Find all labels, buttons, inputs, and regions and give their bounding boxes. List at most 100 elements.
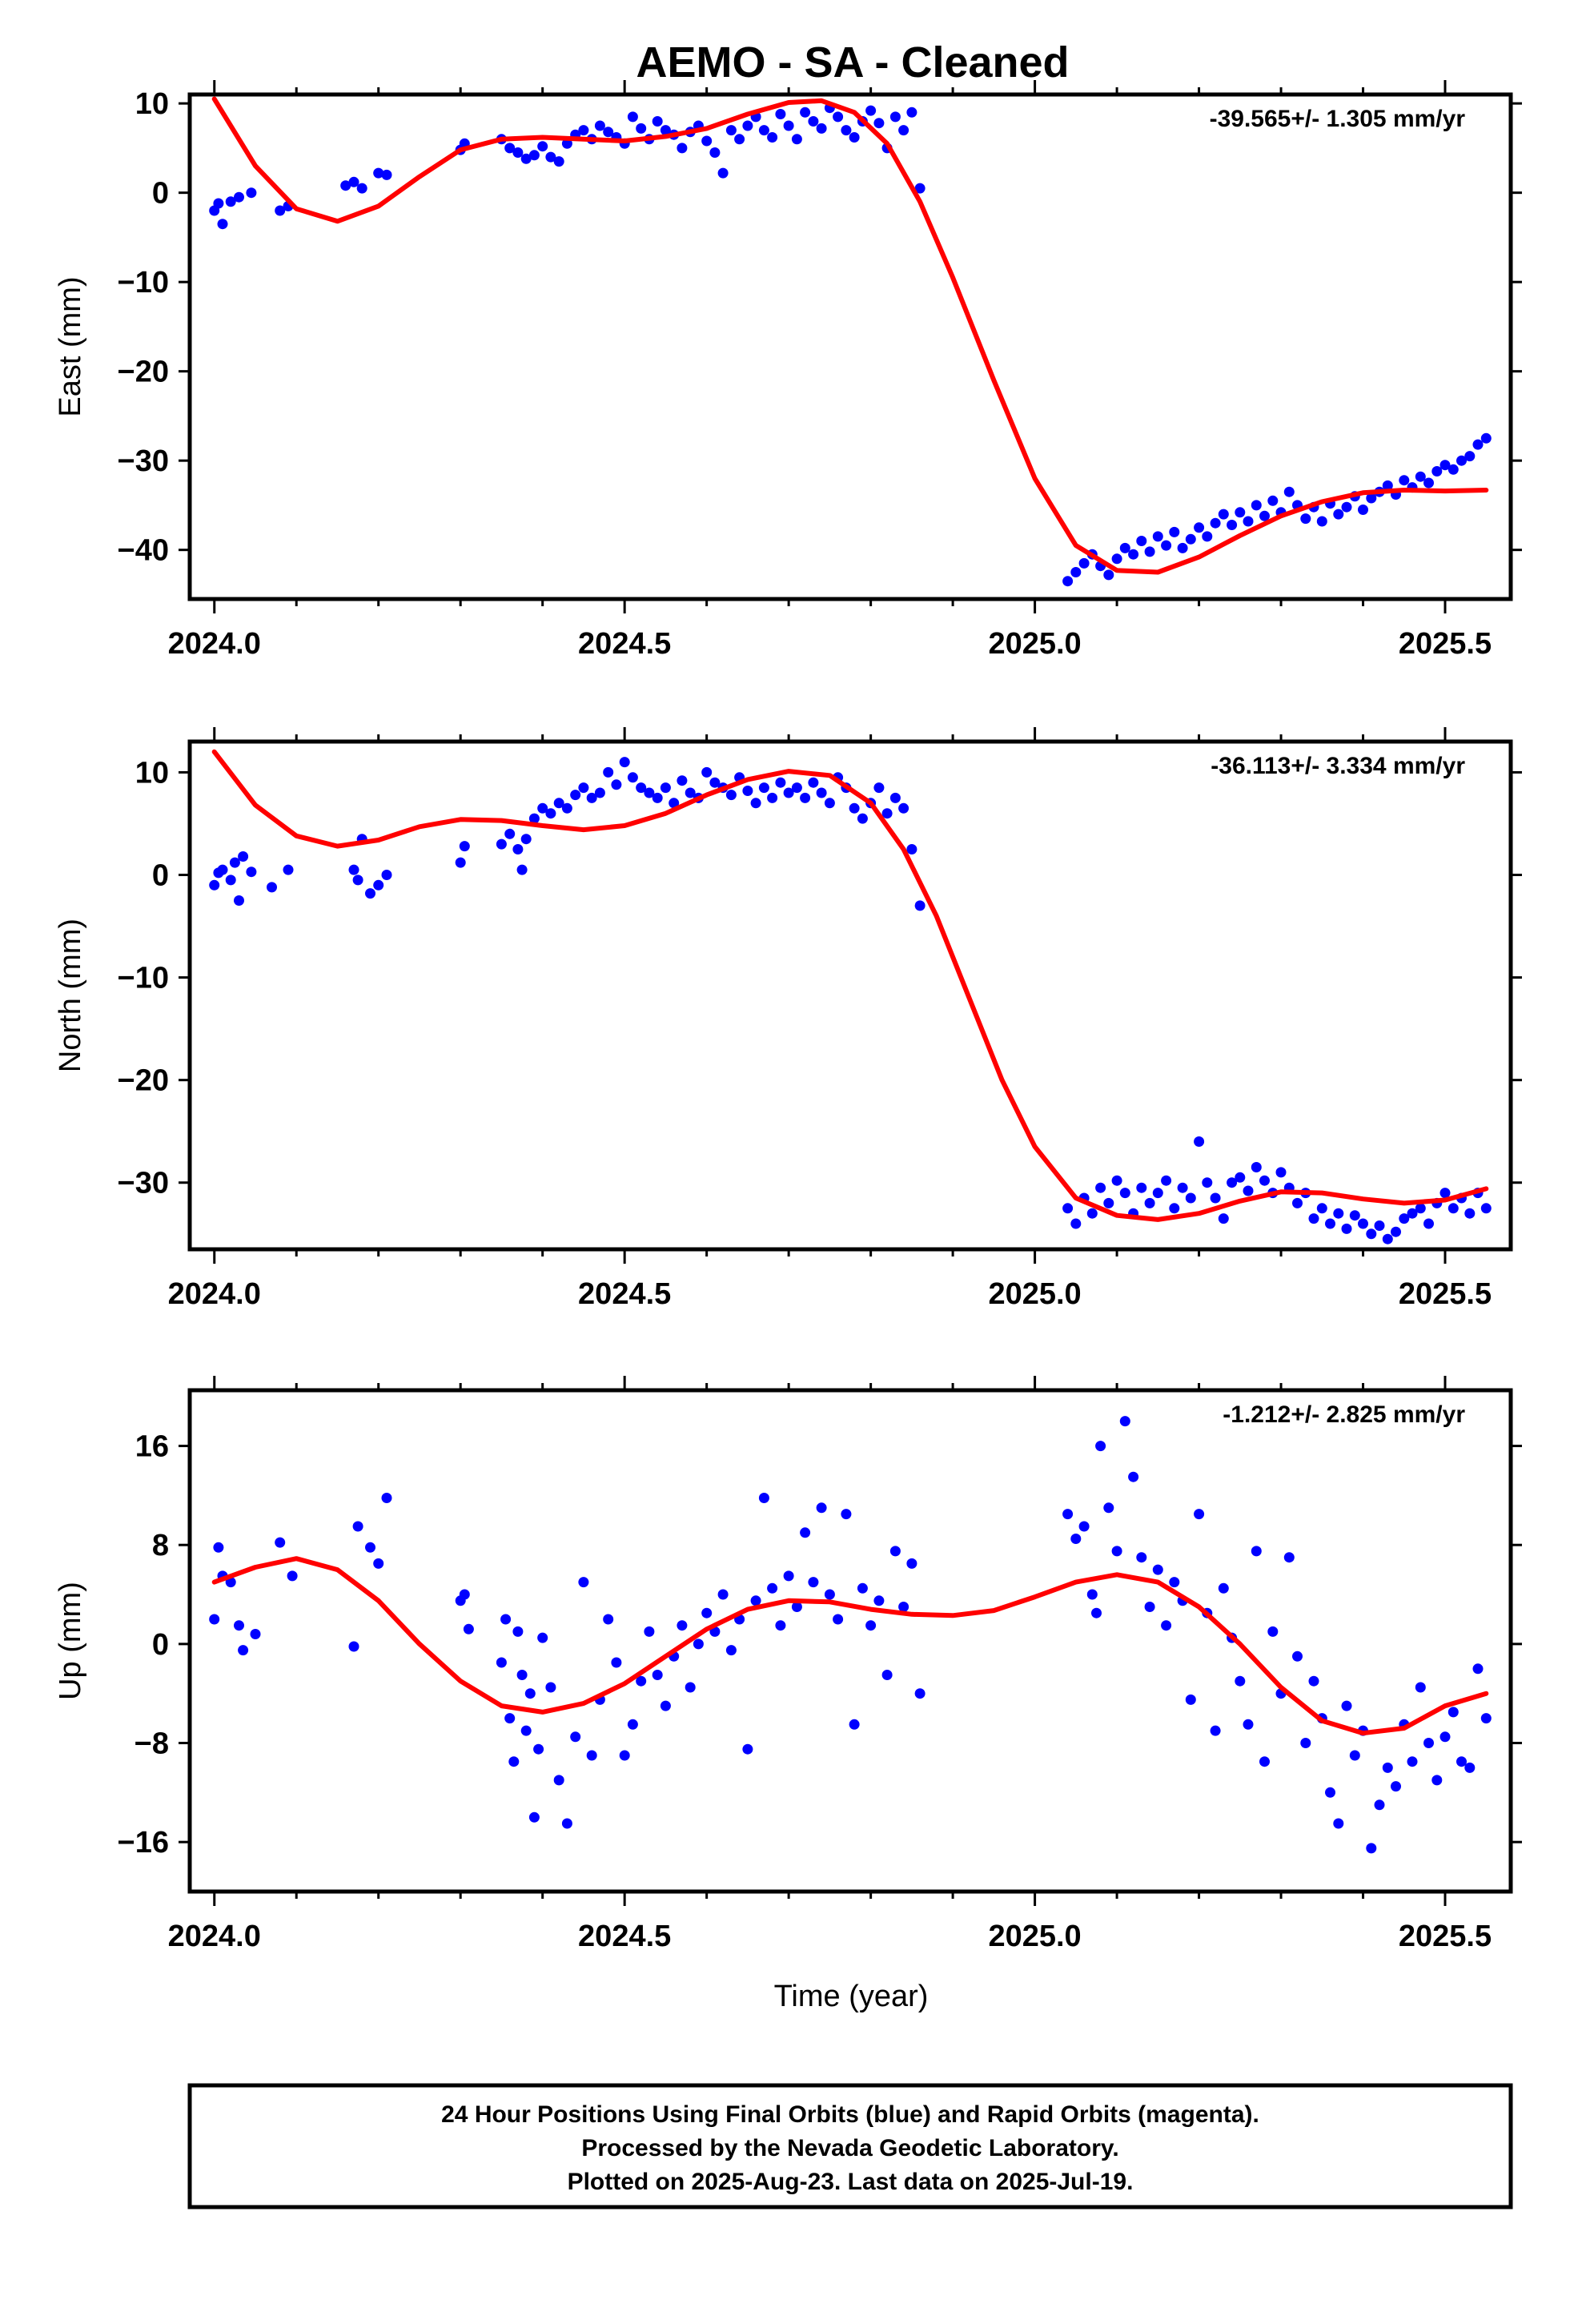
east-data-point xyxy=(603,127,614,138)
north-data-point xyxy=(1095,1182,1106,1193)
north-data-point xyxy=(660,782,671,794)
north-frame xyxy=(187,739,1513,1252)
north-data-point xyxy=(528,813,540,824)
north-data-point xyxy=(1439,1188,1451,1199)
east-data-point xyxy=(1177,542,1188,553)
up-data-point xyxy=(365,1542,375,1553)
east-data-point xyxy=(767,132,778,143)
north-data-point xyxy=(1152,1188,1163,1199)
north-data-point xyxy=(1210,1192,1221,1204)
up-frame xyxy=(187,1388,1513,1894)
north-data-point xyxy=(889,792,901,803)
east-data-point xyxy=(652,116,663,127)
up-data-point xyxy=(1439,1731,1451,1743)
north-data-point xyxy=(1218,1213,1229,1224)
east-data-point xyxy=(1382,480,1393,491)
up-data-point xyxy=(463,1623,474,1634)
east-ytick-label: −10 xyxy=(118,266,169,300)
up-data-point xyxy=(685,1682,696,1693)
up-data-point xyxy=(553,1775,564,1786)
up-data-point xyxy=(1218,1582,1229,1594)
up-data-point xyxy=(1251,1546,1262,1557)
up-data-point xyxy=(1086,1589,1098,1600)
footer-line-1: 24 Hour Positions Using Final Orbits (bl… xyxy=(441,2101,1259,2128)
north-fit-line xyxy=(211,749,1489,1222)
up-data-point xyxy=(348,1641,359,1652)
up-data-point xyxy=(1472,1663,1484,1675)
up-data-point xyxy=(791,1602,802,1612)
north-data-point xyxy=(1243,1185,1254,1196)
east-data-point xyxy=(1194,522,1205,533)
north-data-point xyxy=(545,808,556,819)
up-data-point xyxy=(1341,1700,1352,1711)
up-fit-line xyxy=(211,1556,1489,1736)
up-data-point xyxy=(758,1493,769,1503)
east-data-point xyxy=(889,111,901,123)
up-data-point xyxy=(250,1629,261,1639)
north-data-point xyxy=(627,772,638,783)
north-points xyxy=(209,757,1492,1244)
east-y-axis-title: East (mm) xyxy=(54,276,87,416)
east-data-point xyxy=(1259,510,1270,521)
east-data-point xyxy=(561,138,572,149)
up-data-point xyxy=(783,1570,794,1582)
east-data-point xyxy=(1447,464,1459,475)
east-fit-line xyxy=(211,96,1489,575)
up-points xyxy=(209,1416,1492,1854)
up-rate-label: -1.212+/- 2.825 mm/yr xyxy=(1223,1401,1465,1428)
up-data-point xyxy=(1128,1471,1139,1482)
north-data-point xyxy=(586,792,597,803)
up-data-point xyxy=(873,1595,885,1606)
north-data-point xyxy=(1161,1175,1172,1186)
east-data-point xyxy=(594,120,605,131)
east-data-point xyxy=(1128,549,1139,560)
north-data-point xyxy=(512,844,524,854)
east-data-point xyxy=(1243,516,1254,527)
north-data-point xyxy=(808,777,819,788)
north-data-point xyxy=(352,875,363,886)
north-data-point xyxy=(1086,1208,1098,1219)
up-data-point xyxy=(644,1626,655,1637)
footer-box: 24 Hour Positions Using Final Orbits (bl… xyxy=(187,2083,1513,2209)
north-data-point xyxy=(1144,1197,1155,1208)
east-data-point xyxy=(1456,455,1467,466)
x-axis-title: Time (year) xyxy=(774,1980,929,2013)
up-data-point xyxy=(1235,1675,1246,1687)
north-data-point xyxy=(1169,1203,1180,1214)
north-data-point xyxy=(209,879,220,891)
north-data-point xyxy=(677,775,688,786)
north-data-point xyxy=(857,813,868,824)
north-xtick-label: 2024.5 xyxy=(578,1277,671,1311)
east-data-point xyxy=(1480,432,1492,444)
up-data-point xyxy=(238,1645,249,1656)
up-data-point xyxy=(1259,1756,1270,1767)
north-data-point xyxy=(701,766,713,778)
north-data-point xyxy=(373,879,384,891)
north-data-point xyxy=(750,798,761,809)
up-data-point xyxy=(520,1725,532,1736)
up-data-point xyxy=(1391,1781,1401,1792)
east-data-point xyxy=(841,125,852,136)
north-data-point xyxy=(217,864,228,875)
up-data-point xyxy=(824,1589,835,1600)
north-data-point xyxy=(603,766,614,778)
north-data-point xyxy=(238,851,249,862)
north-data-point xyxy=(1316,1203,1327,1214)
up-data-point xyxy=(561,1818,572,1829)
east-xtick-label: 2024.0 xyxy=(168,627,261,661)
up-data-point xyxy=(636,1675,647,1687)
north-data-point xyxy=(898,802,909,814)
east-data-point xyxy=(1111,553,1122,565)
east-data-point xyxy=(660,125,671,136)
east-data-point xyxy=(791,134,802,145)
north-data-point xyxy=(1325,1218,1335,1229)
north-data-point xyxy=(685,787,696,798)
up-data-point xyxy=(496,1657,507,1668)
east-data-point xyxy=(246,187,257,199)
up-data-point xyxy=(1423,1738,1434,1748)
up-data-point xyxy=(701,1607,713,1618)
up-data-point xyxy=(660,1700,671,1711)
east-frame xyxy=(187,92,1513,601)
east-data-point xyxy=(213,198,224,209)
panel-north: 10 0 −10 −20 −30 2024.0 2024.5 2025.0 2025.5 Nort… xyxy=(54,727,1522,1311)
